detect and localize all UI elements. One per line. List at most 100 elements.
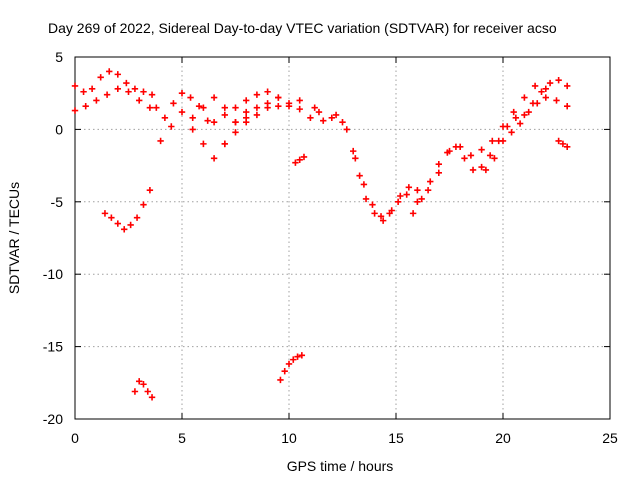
data-point [499, 123, 507, 130]
data-point [482, 166, 490, 174]
data-point [210, 94, 218, 101]
data-point [108, 214, 115, 221]
series-arc-10 [292, 153, 308, 166]
data-point [253, 111, 261, 119]
data-point [564, 82, 571, 90]
data-point [253, 91, 261, 98]
data-point [136, 378, 143, 385]
data-point [553, 97, 560, 104]
data-point [362, 195, 370, 203]
data-point [148, 91, 156, 98]
data-point [521, 111, 528, 119]
series-arc-16 [482, 94, 549, 174]
data-point [352, 155, 359, 162]
data-point [82, 103, 89, 110]
data-point [414, 198, 421, 205]
data-point [427, 178, 434, 185]
data-point [531, 82, 539, 90]
data-point [499, 137, 507, 145]
data-point [555, 76, 562, 84]
x-tick-label: 10 [281, 430, 297, 446]
series-arc-15 [414, 82, 571, 205]
data-point [161, 114, 169, 122]
data-point [210, 118, 218, 126]
data-point [332, 111, 340, 119]
data-point [189, 114, 196, 122]
data-point [369, 201, 376, 208]
x-tick-label: 20 [495, 430, 511, 446]
data-point [350, 147, 357, 155]
data-point [564, 103, 571, 110]
data-point [170, 100, 177, 107]
data-point [127, 221, 134, 229]
data-point [264, 104, 271, 111]
series-arc-1-upper [71, 68, 156, 98]
data-point [516, 120, 524, 127]
series-arc-6 [221, 94, 282, 148]
y-tick-label: 0 [55, 121, 63, 137]
data-point [195, 103, 203, 110]
data-point [232, 129, 239, 136]
data-point [564, 143, 571, 150]
x-tick-label: 25 [602, 430, 618, 446]
data-point [210, 155, 218, 162]
data-point [200, 140, 207, 148]
data-point [157, 137, 164, 145]
plot-frame [74, 56, 611, 420]
data-point [281, 368, 288, 375]
data-point [285, 360, 293, 368]
data-point [534, 100, 541, 107]
series-arc-13 [332, 111, 410, 220]
data-point [114, 220, 121, 227]
data-point [80, 88, 87, 95]
y-tick-label: -5 [51, 194, 64, 210]
data-point [418, 195, 425, 203]
data-point [153, 104, 160, 111]
data-point [243, 108, 250, 116]
y-tick-label: -20 [43, 411, 63, 427]
y-tick-label: 5 [55, 49, 63, 65]
data-point [140, 88, 147, 95]
series-arc-11 [307, 104, 327, 124]
x-tick-label: 15 [388, 430, 404, 446]
data-point [123, 79, 130, 87]
data-point [397, 192, 404, 200]
data-point [221, 111, 228, 119]
data-point [469, 166, 477, 174]
data-point [394, 198, 402, 205]
series-arc-12 [328, 114, 421, 224]
data-point [264, 88, 271, 95]
x-axis-label: GPS time / hours [287, 458, 394, 474]
data-point [290, 356, 297, 363]
data-point [131, 85, 139, 93]
series-arc-9 [277, 352, 306, 384]
data-point [424, 187, 432, 194]
data-point [275, 103, 282, 110]
data-point [187, 94, 194, 101]
data-point [467, 152, 475, 159]
data-point [294, 353, 301, 360]
data-point [146, 104, 154, 111]
data-point [178, 90, 186, 97]
data-point [136, 97, 143, 104]
data-point [253, 104, 261, 111]
data-point [403, 191, 410, 198]
data-point [542, 94, 549, 101]
data-point [546, 79, 554, 87]
data-point [101, 210, 109, 217]
x-tick-label: 5 [178, 430, 186, 446]
data-point [315, 108, 323, 116]
series-arc-4 [189, 94, 303, 126]
data-point [275, 94, 282, 101]
data-point [97, 74, 104, 81]
data-point [292, 159, 299, 166]
data-point [409, 210, 417, 217]
data-point [221, 104, 228, 111]
data-point [121, 226, 128, 233]
data-point [377, 213, 385, 220]
data-point [189, 126, 196, 133]
data-point [71, 82, 79, 90]
series-arc-7 [101, 187, 154, 233]
data-point [457, 143, 464, 150]
